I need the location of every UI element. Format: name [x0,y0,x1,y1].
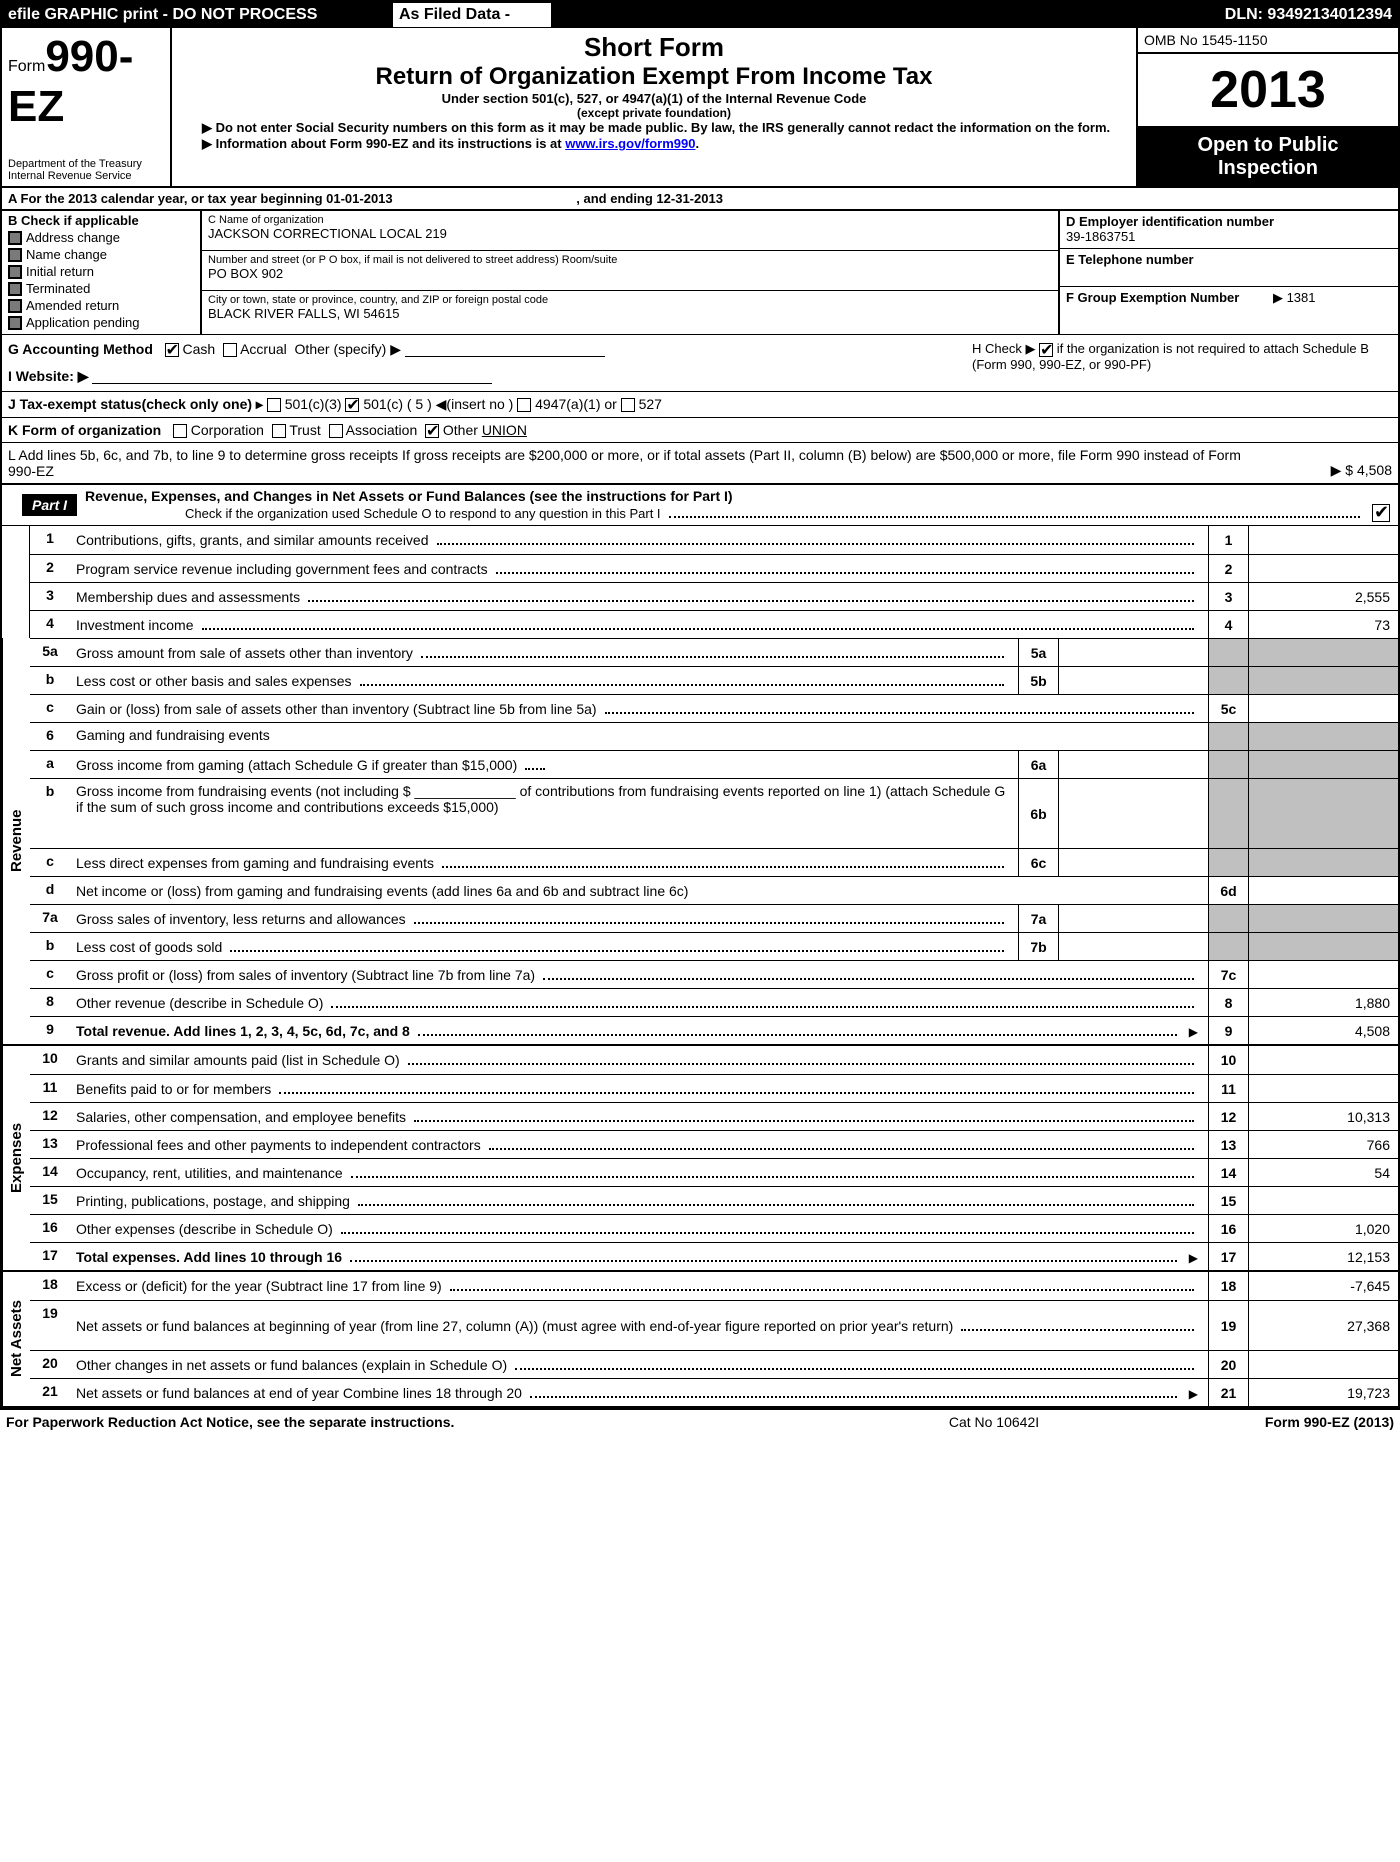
col-DEF: D Employer identification number 39-1863… [1058,211,1398,334]
dept-treasury: Department of the Treasury [8,158,142,170]
checkbox-trust[interactable] [272,424,286,438]
topbar-left: efile GRAPHIC print - DO NOT PROCESS [2,3,392,27]
F-group-label: F Group Exemption Number [1066,290,1239,305]
footer-cat: Cat No 10642I [844,1414,1144,1430]
part-I-title: Revenue, Expenses, and Changes in Net As… [77,485,1398,525]
B-title: B Check if applicable [8,213,139,228]
header-right: OMB No 1545-1150 2013 Open to Public Ins… [1138,28,1398,186]
col-C: C Name of organization JACKSON CORRECTIO… [202,211,1058,334]
checkbox-amended[interactable] [8,299,22,313]
topbar-dln: DLN: 93492134012394 [552,3,1398,27]
block-BCDEF: B Check if applicable Address change Nam… [2,211,1398,335]
line-J: J Tax-exempt status(check only one) ▸ 50… [2,391,1398,417]
form-note2: ▶ Information about Form 990-EZ and its … [182,136,1126,152]
checkbox-4947[interactable] [517,398,531,412]
checkbox-initial-return[interactable] [8,265,22,279]
E-tel-label: E Telephone number [1066,252,1194,267]
header-left: Form990-EZ Department of the Treasury In… [2,28,172,186]
I-website-label: I Website: ▶ [8,368,89,384]
checkbox-501c[interactable] [345,398,359,412]
footer: For Paperwork Reduction Act Notice, see … [0,1408,1400,1434]
revenue-label: Revenue [2,638,30,1044]
L-value: ▶ $ 4,508 [1242,462,1392,479]
D-ein-value: 39-1863751 [1066,229,1135,244]
checkbox-501c3[interactable] [267,398,281,412]
F-group-value: ▶ 1381 [1273,290,1316,305]
irs-link[interactable]: www.irs.gov/form990 [565,136,695,151]
form-subtitle2: (except private foundation) [182,106,1126,120]
checkbox-corp[interactable] [173,424,187,438]
header-mid: Short Form Return of Organization Exempt… [172,28,1138,186]
checkbox-cash[interactable] [165,343,179,357]
header-row: Form990-EZ Department of the Treasury In… [2,28,1398,188]
K-other-value: UNION [482,422,527,438]
form-title: Return of Organization Exempt From Incom… [182,63,1126,91]
line-H: H Check ▶ if the organization is not req… [972,341,1392,385]
dept-irs: Internal Revenue Service [8,170,142,182]
part-I-header: Part I Revenue, Expenses, and Changes in… [2,483,1398,526]
checkbox-name-change[interactable] [8,248,22,262]
revenue-section: 1 Contributions, gifts, grants, and simi… [2,526,1398,638]
form-container: efile GRAPHIC print - DO NOT PROCESS As … [0,0,1400,1408]
tax-year: 2013 [1138,54,1398,128]
expenses-section: Expenses 10 Grants and similar amounts p… [2,1044,1398,1270]
top-bar: efile GRAPHIC print - DO NOT PROCESS As … [2,2,1398,28]
form-prefix: Form [8,58,45,75]
D-ein-label: D Employer identification number [1066,214,1274,229]
C-city-value: BLACK RIVER FALLS, WI 54615 [208,306,1052,321]
checkbox-schedule-o[interactable] [1372,504,1390,522]
revenue-section-5-9: Revenue 5a Gross amount from sale of ass… [2,638,1398,1044]
form-note1: ▶ Do not enter Social Security numbers o… [182,120,1126,136]
part-I-tab: Part I [22,494,77,516]
footer-left: For Paperwork Reduction Act Notice, see … [6,1414,844,1430]
omb-number: OMB No 1545-1150 [1138,28,1398,54]
netassets-section: Net Assets 18 Excess or (deficit) for th… [2,1270,1398,1406]
C-name-label: C Name of organization [208,214,1052,226]
expenses-label: Expenses [2,1046,30,1270]
C-street-label: Number and street (or P O box, if mail i… [208,254,1052,266]
footer-form: Form 990-EZ (2013) [1144,1414,1394,1430]
C-street-value: PO BOX 902 [208,266,1052,281]
line-A: A For the 2013 calendar year, or tax yea… [2,188,1398,211]
C-city-label: City or town, state or province, country… [208,294,1052,306]
checkbox-527[interactable] [621,398,635,412]
form-number: 990-EZ [8,32,133,131]
checkbox-accrual[interactable] [223,343,237,357]
col-B: B Check if applicable Address change Nam… [2,211,202,334]
form-subtitle1: Under section 501(c), 527, or 4947(a)(1)… [182,91,1126,106]
checkbox-assoc[interactable] [329,424,343,438]
line-GH: G Accounting Method Cash Accrual Other (… [2,335,1398,391]
checkbox-terminated[interactable] [8,282,22,296]
open-inspection: Open to Public Inspection [1138,128,1398,186]
netassets-label: Net Assets [2,1272,30,1406]
checkbox-address-change[interactable] [8,231,22,245]
topbar-mid: As Filed Data - [392,2,552,28]
checkbox-other-org[interactable] [425,424,439,438]
line-L: L Add lines 5b, 6c, and 7b, to line 9 to… [2,442,1398,483]
short-form-label: Short Form [182,32,1126,63]
line-K: K Form of organization Corporation Trust… [2,417,1398,442]
C-name-value: JACKSON CORRECTIONAL LOCAL 219 [208,226,1052,241]
checkbox-pending[interactable] [8,316,22,330]
checkbox-H[interactable] [1039,343,1053,357]
